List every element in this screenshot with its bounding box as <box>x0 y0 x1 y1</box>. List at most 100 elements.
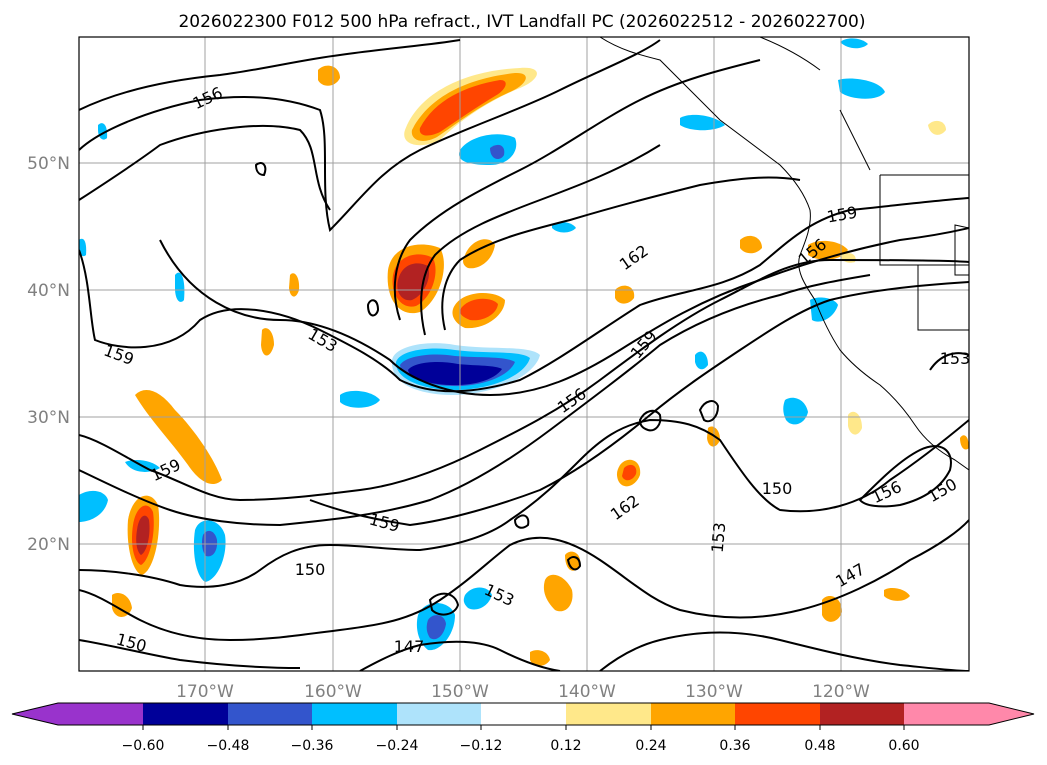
contour-line <box>79 519 969 642</box>
contour-line <box>79 258 969 502</box>
anomaly-negative <box>695 351 708 370</box>
anomaly-negative <box>810 297 838 322</box>
contour-line <box>159 227 969 397</box>
contour-line <box>420 144 661 336</box>
contour-line <box>366 299 380 317</box>
north-america-coast <box>599 37 969 471</box>
colorbar-tick-label: 0.12 <box>550 738 581 754</box>
anomaly-negative <box>838 78 885 99</box>
colorbar-extend-max <box>904 703 1034 725</box>
anomaly-positive <box>960 435 969 450</box>
colorbar-extend-min <box>12 703 58 725</box>
anomaly-positive <box>530 650 550 666</box>
map-title: 2026022300 F012 500 hPa refract., IVT La… <box>178 12 865 32</box>
contour-line <box>79 125 331 211</box>
coastlines <box>599 37 969 471</box>
lon-label: 150°W <box>431 682 489 702</box>
colorbar-segment <box>312 703 397 725</box>
anomaly-positive <box>112 592 132 617</box>
contour-label: 150 <box>762 479 793 498</box>
colorbar-tick-marks <box>142 725 905 730</box>
colorbar-tick-label: −0.24 <box>376 738 419 754</box>
contour-line <box>698 400 720 423</box>
anomaly-positive <box>543 574 573 612</box>
borders <box>839 109 969 276</box>
contour-line <box>441 176 801 331</box>
anomaly-negative <box>175 272 185 302</box>
colorbar-tick-label: 0.60 <box>888 738 919 754</box>
lon-label: 170°W <box>176 682 234 702</box>
anomaly-positive <box>419 80 506 136</box>
contour-line <box>79 39 661 232</box>
anomaly-negative <box>463 587 492 610</box>
anomaly-positive <box>884 588 910 601</box>
colorbar-segment <box>228 703 312 725</box>
contour-line <box>309 281 969 527</box>
anomaly-positive <box>740 235 762 254</box>
map-frame <box>78 36 970 672</box>
anomaly-negative <box>408 362 502 386</box>
colorbar-segment <box>651 703 735 725</box>
contour-line <box>79 274 871 527</box>
anomaly-negative <box>79 490 108 522</box>
height-contours <box>79 39 969 671</box>
colorbar-tick-label: −0.60 <box>122 738 165 754</box>
lat-label: 40°N <box>27 281 70 301</box>
contour-line <box>638 409 662 432</box>
anomaly-negative <box>79 238 87 257</box>
anomaly-negative <box>340 390 380 408</box>
anomaly-negative <box>783 397 808 425</box>
contour-label: 153 <box>708 521 730 553</box>
colorbar-segment <box>820 703 904 725</box>
contour-line <box>79 39 461 111</box>
contour-line <box>393 59 761 321</box>
contour-line <box>929 352 969 371</box>
contour-label: 147 <box>394 637 425 656</box>
lon-label: 140°W <box>558 682 616 702</box>
anomaly-positive <box>136 515 150 555</box>
anomaly-positive <box>928 120 946 135</box>
colorbar-tick-label: 0.48 <box>804 738 835 754</box>
lat-label: 50°N <box>27 154 70 174</box>
contour-line <box>79 197 969 393</box>
contour-label: 150 <box>295 560 326 579</box>
colorbar-segment <box>397 703 481 725</box>
contour-line <box>858 445 952 508</box>
colorbar-tick-label: 0.24 <box>635 738 666 754</box>
colorbar-outline <box>11 702 1035 726</box>
colorbar-segment <box>735 703 820 725</box>
anomaly-positive <box>261 328 274 356</box>
anomaly-negative <box>490 144 505 160</box>
anomaly-positive <box>565 551 581 571</box>
colorbar-tick-label: −0.48 <box>207 738 250 754</box>
contour-line <box>428 592 460 616</box>
colorbar-segment <box>566 703 651 725</box>
contour-line <box>513 514 530 529</box>
contour-line <box>79 418 969 588</box>
contour-line <box>254 162 267 177</box>
map-panel: 156 153 159 159 162 156 159 159 153 156 … <box>78 36 971 672</box>
colorbar-ticks: −0.60 −0.48 −0.36 −0.24 −0.12 0.12 0.24 … <box>122 738 920 754</box>
colorbar-tick-label: 0.36 <box>719 738 750 754</box>
lon-label: 160°W <box>304 682 362 702</box>
lat-label: 30°N <box>27 408 70 428</box>
anomaly-positive <box>318 65 340 86</box>
anomaly-positive <box>622 464 637 481</box>
anomaly-positive <box>289 273 300 297</box>
contour-line <box>359 640 561 671</box>
anomaly-negative <box>840 38 868 49</box>
lat-label: 20°N <box>27 535 70 555</box>
contour-line <box>566 556 582 571</box>
contour-line <box>599 631 969 671</box>
longitude-labels: 170°W 160°W 150°W 140°W 130°W 120°W <box>176 682 870 702</box>
colorbar-tick-label: −0.12 <box>460 738 503 754</box>
contour-label: 153 <box>940 349 971 368</box>
contour-line <box>79 639 301 669</box>
coast-north <box>759 37 821 71</box>
anomaly-negative <box>552 222 576 233</box>
lon-label: 130°W <box>685 682 743 702</box>
latitude-labels: 50°N 40°N 30°N 20°N <box>27 154 70 555</box>
gridlines <box>79 37 969 671</box>
colorbar-segment <box>58 703 143 725</box>
